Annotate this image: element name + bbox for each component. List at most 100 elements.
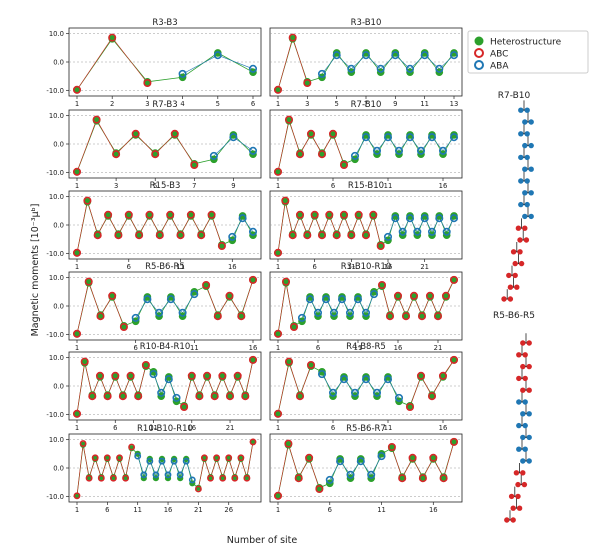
x-tick-label: 6	[251, 100, 255, 108]
abc-point	[72, 329, 82, 338]
reference-line-abc	[76, 443, 132, 496]
abc-point	[248, 355, 258, 364]
aba-point	[356, 457, 365, 466]
aba-point	[361, 375, 371, 384]
aba-point	[442, 227, 451, 236]
panel-title: R4-B8-R5	[346, 342, 386, 352]
abc-point	[112, 150, 121, 159]
x-tick-label: 11	[420, 100, 429, 108]
aba-point	[339, 375, 349, 384]
abc-point	[418, 474, 427, 483]
abc-point	[438, 371, 448, 380]
aba-point	[329, 308, 339, 317]
aba-point	[449, 51, 459, 60]
abc-point	[207, 474, 214, 482]
heterostructure-line	[76, 38, 254, 91]
x-tick-label: 16	[164, 506, 173, 514]
aba-point	[228, 232, 237, 241]
abc-point	[376, 241, 385, 251]
y-tick-label: -10.0	[46, 250, 64, 258]
aba-point	[420, 214, 429, 223]
structure-atom	[515, 481, 521, 488]
structure-atom	[524, 178, 530, 184]
heterostructure-point	[420, 49, 429, 57]
structure-atom	[522, 375, 528, 382]
aba-point	[321, 295, 331, 304]
x-tick-label: 1	[276, 182, 280, 190]
y-tick-label: 0.0	[53, 59, 64, 67]
heterostructure-point	[143, 293, 152, 301]
abc-point	[108, 33, 117, 42]
aba-point	[361, 133, 371, 142]
abc-point	[141, 360, 150, 370]
x-tick-label: 21	[194, 506, 203, 514]
aba-point	[313, 308, 323, 317]
structure-atom	[515, 225, 522, 231]
heterostructure-point	[391, 49, 400, 57]
aba-point	[398, 227, 407, 236]
x-tick-label: 11	[347, 263, 356, 271]
aba-point	[155, 308, 164, 317]
heterostructure-point	[165, 373, 173, 381]
structure-atom	[522, 446, 528, 452]
structure-atom	[510, 517, 516, 523]
aba-point	[336, 457, 345, 466]
y-tick-label: -10.0	[46, 493, 64, 501]
abc-point	[103, 454, 111, 462]
aba-point	[140, 471, 148, 479]
structure-atom	[520, 434, 526, 441]
structure-atom	[517, 249, 523, 255]
abc-point	[85, 474, 93, 482]
abc-point	[95, 371, 105, 380]
aba-point	[325, 475, 334, 484]
x-tick-label: 6	[316, 344, 320, 352]
x-tick-label: 6	[134, 344, 138, 352]
x-tick-label: 1	[276, 424, 280, 432]
abc-point	[170, 129, 179, 138]
panel-10: R4-B8-R51 6 11 16	[269, 342, 463, 432]
reference-line-aba	[137, 456, 193, 480]
aba-point	[182, 457, 190, 465]
aba-point	[427, 227, 437, 236]
abc-point	[284, 115, 294, 124]
x-tick-label: 4	[180, 100, 184, 108]
y-tick-label: 10.0	[49, 274, 64, 282]
x-tick-label: 11	[384, 424, 393, 432]
heterostructure-point	[238, 212, 247, 220]
abc-point	[425, 291, 435, 300]
x-tick-label: 9	[393, 100, 397, 108]
y-tick-label: 10.0	[49, 30, 64, 38]
structure-atom	[524, 107, 530, 113]
x-tick-label: 16	[439, 424, 448, 432]
aba-point	[229, 133, 238, 142]
x-tick-label: 21	[420, 263, 429, 271]
aba-point	[394, 146, 404, 155]
structure-atom	[520, 340, 526, 346]
abc-point	[249, 438, 257, 446]
aba-point	[383, 375, 393, 384]
legend-marker-heterostructure	[474, 36, 484, 46]
abc-point	[72, 85, 82, 94]
abc-point	[273, 85, 283, 94]
heterostructure-point	[406, 131, 414, 139]
panel-title: R10-B4-R10	[140, 342, 191, 352]
abc-point	[284, 439, 293, 448]
heterostructure-point	[336, 455, 344, 463]
aba-point	[317, 370, 327, 379]
aba-point	[178, 69, 187, 78]
x-tick-label: 6	[331, 182, 335, 190]
abc-point	[84, 277, 93, 286]
heterostructure-point	[362, 373, 370, 381]
structure-atom	[524, 154, 530, 161]
structure-atom	[523, 237, 530, 243]
aba-point	[372, 388, 382, 397]
reference-line-aba	[387, 217, 455, 238]
heterostructure-point	[190, 288, 199, 296]
abc-point	[449, 437, 459, 446]
reference-line-abc	[381, 279, 455, 318]
aba-point	[188, 476, 196, 484]
abc-point	[398, 474, 407, 483]
structure-title-2: R5-B6-R5	[493, 311, 535, 321]
abc-point	[281, 277, 291, 286]
